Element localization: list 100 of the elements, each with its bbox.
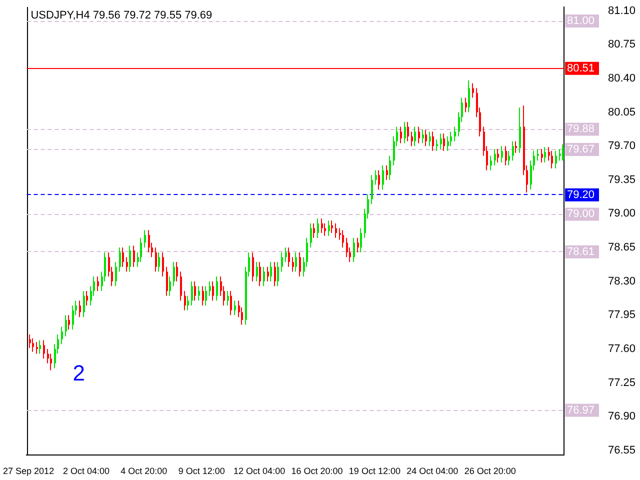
y-tick-label: 78.30: [608, 275, 636, 288]
candlestick: [234, 300, 236, 316]
candlestick: [252, 252, 254, 282]
x-tick-label: 26 Oct 20:00: [464, 466, 516, 476]
candlestick: [79, 300, 81, 318]
y-tick-label: 80.75: [608, 38, 636, 51]
candlestick: [342, 230, 344, 248]
candlestick: [227, 290, 229, 306]
candlestick: [270, 262, 272, 282]
candlestick: [299, 252, 301, 277]
ref-line-label: 78.61: [567, 246, 595, 258]
candlestick: [126, 256, 128, 272]
y-tick-label: 79.00: [608, 208, 636, 220]
candlestick: [285, 247, 287, 263]
candlestick: [68, 314, 70, 330]
candlestick: [450, 131, 452, 147]
candlestick: [162, 252, 164, 277]
candlestick: [544, 146, 546, 164]
candlestick: [158, 252, 160, 272]
candlestick: [148, 230, 150, 253]
candlestick: [259, 262, 261, 287]
candlestick: [422, 129, 424, 144]
y-tick-label: 80.05: [608, 106, 636, 118]
candlestick: [83, 290, 85, 318]
candlestick: [371, 174, 373, 205]
y-tick-label: 77.95: [608, 309, 636, 322]
candlestick: [436, 138, 438, 152]
candlestick: [129, 245, 131, 272]
candlestick: [472, 82, 474, 98]
candlestick: [537, 148, 539, 162]
y-tick-label: 79.70: [608, 140, 636, 152]
candlestick: [328, 220, 330, 236]
candlestick: [198, 286, 200, 302]
ref-line-label: 79.20: [567, 188, 595, 201]
ref-line-label: 79.67: [567, 144, 595, 156]
candlestick: [541, 148, 543, 164]
candlestick: [86, 290, 88, 306]
candlestick: [425, 129, 427, 147]
candlestick: [267, 266, 269, 282]
y-tick-label: 77.60: [608, 342, 636, 355]
y-tick-label: 80.40: [608, 72, 636, 85]
candlestick: [346, 237, 348, 258]
candlestick: [386, 164, 388, 180]
candlestick: [519, 106, 521, 154]
candlestick: [429, 131, 431, 147]
y-tick-label: 79.35: [608, 174, 636, 186]
ref-line-label: 80.51: [567, 62, 595, 74]
x-tick-label: 4 Oct 20:00: [120, 466, 168, 476]
x-tick-label: 16 Oct 20:00: [291, 466, 343, 476]
candlestick: [119, 247, 121, 272]
candlestick: [39, 340, 41, 354]
candlestick: [515, 140, 517, 154]
candlestick: [274, 262, 276, 287]
y-tick-label: 76.90: [608, 410, 636, 423]
candlestick: [407, 121, 409, 142]
y-tick-label: 77.25: [608, 376, 636, 389]
candlestick: [468, 80, 470, 113]
ref-line-label: 76.97: [567, 404, 595, 416]
x-tick-label: 2 Oct 04:00: [62, 466, 110, 476]
candlestick: [72, 304, 74, 330]
annotation: 2: [72, 360, 85, 386]
candlestick: [93, 276, 95, 296]
candlestick: [169, 276, 171, 296]
x-tick-label: 24 Oct 04:00: [406, 466, 458, 476]
candlestick: [223, 286, 225, 306]
ref-line-label: 81.00: [567, 15, 595, 28]
y-tick-label: 81.10: [608, 4, 636, 17]
x-tick-label: 9 Oct 12:00: [178, 466, 225, 476]
candlestick: [508, 150, 510, 166]
candlestick: [404, 121, 406, 144]
candlestick: [133, 245, 135, 268]
candlestick: [454, 126, 456, 142]
candlestick: [176, 262, 178, 282]
candlestick: [288, 247, 290, 268]
candlestick: [202, 286, 204, 306]
candlestick: [32, 338, 34, 352]
candlestick: [212, 280, 214, 302]
y-tick-label: 76.55: [608, 444, 636, 456]
y-tick-label: 78.65: [608, 242, 636, 254]
candlestick: [61, 326, 63, 345]
candlestick: [411, 131, 413, 147]
candlestick: [29, 334, 31, 348]
candlestick: [140, 237, 142, 263]
candlestick: [465, 97, 467, 113]
candlestick: [50, 353, 52, 371]
candlestick: [490, 155, 492, 171]
ref-line-label: 79.88: [567, 123, 595, 136]
x-tick-label: 19 Oct 12:00: [348, 466, 400, 476]
candlestick: [180, 271, 182, 302]
candlestick: [389, 155, 391, 180]
candlestick: [205, 286, 207, 306]
candlestick: [310, 222, 312, 248]
candlestick: [144, 230, 146, 248]
candlestick: [104, 252, 106, 282]
candlestick: [122, 247, 124, 268]
candlestick: [447, 136, 449, 152]
candlestick: [230, 290, 232, 316]
candlestick: [335, 222, 337, 238]
candlestick: [263, 266, 265, 287]
candlestick: [306, 237, 308, 268]
